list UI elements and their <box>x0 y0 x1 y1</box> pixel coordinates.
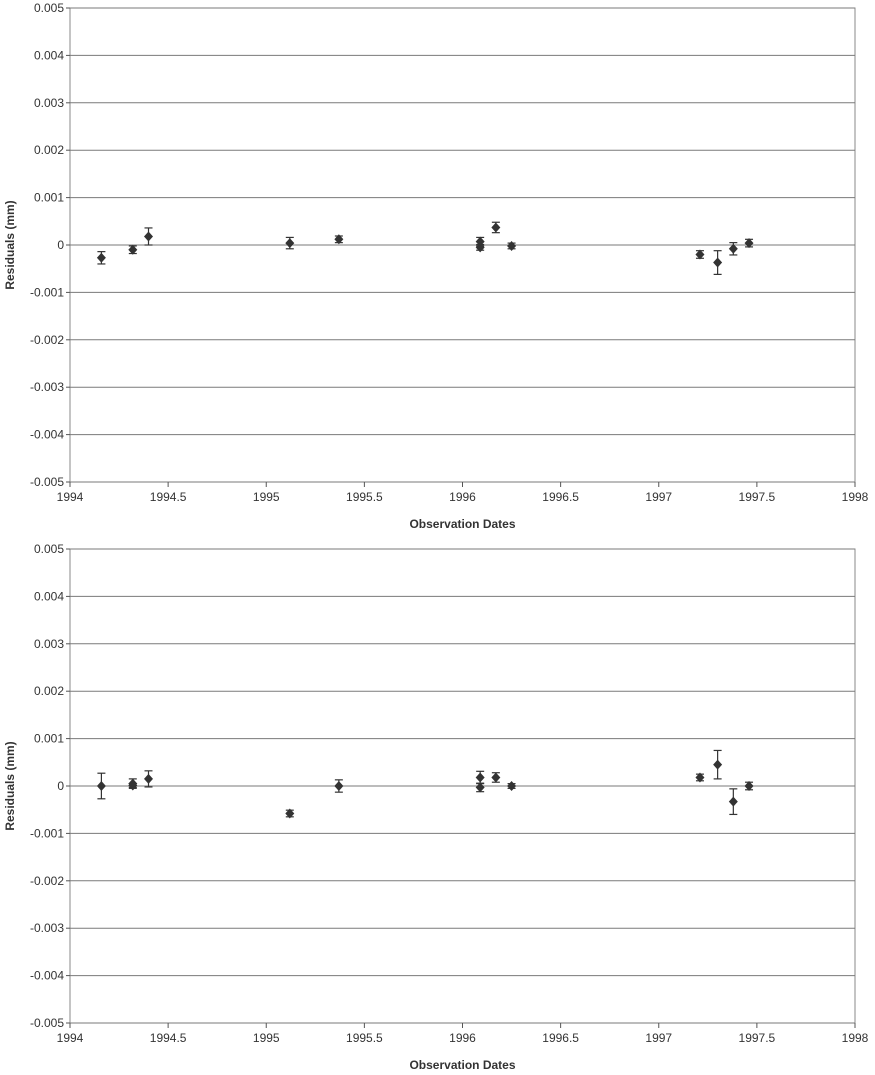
y-tick-label: 0.005 <box>34 542 64 556</box>
x-tick-label: 1994 <box>57 1031 84 1045</box>
y-tick-label: -0.001 <box>30 285 64 299</box>
data-point <box>507 240 517 251</box>
y-axis-title: Residuals (mm) <box>3 200 17 289</box>
data-point <box>728 796 738 807</box>
x-tick-label: 1996.5 <box>542 1031 579 1045</box>
y-tick-label: -0.003 <box>30 921 64 935</box>
data-point <box>475 772 485 783</box>
data-point <box>475 242 485 253</box>
data-point <box>144 231 153 242</box>
x-tick-label: 1996.5 <box>542 490 579 504</box>
data-point <box>285 808 295 819</box>
data-point <box>128 244 138 255</box>
y-tick-label: 0.001 <box>34 732 64 746</box>
data-point <box>475 782 485 793</box>
y-tick-label: -0.002 <box>30 333 64 347</box>
y-tick-label: 0.004 <box>34 589 64 603</box>
data-point <box>695 249 705 260</box>
data-point <box>334 234 344 245</box>
x-tick-label: 1995.5 <box>346 1031 383 1045</box>
x-tick-label: 1995 <box>253 490 280 504</box>
y-tick-label: -0.004 <box>30 428 64 442</box>
x-tick-label: 1994.5 <box>150 490 187 504</box>
data-point <box>144 773 153 784</box>
x-tick-label: 1996 <box>449 490 476 504</box>
x-tick-label: 1997.5 <box>739 490 776 504</box>
y-tick-label: -0.003 <box>30 380 64 394</box>
x-tick-label: 1998 <box>842 1031 869 1045</box>
y-axis-title: Residuals (mm) <box>3 741 17 830</box>
y-tick-label: 0.002 <box>34 143 64 157</box>
x-tick-label: 1994 <box>57 490 84 504</box>
data-point <box>96 781 106 791</box>
data-point <box>285 238 295 249</box>
data-point <box>744 238 754 249</box>
data-point <box>128 780 138 791</box>
data-point <box>713 759 723 770</box>
y-tick-label: 0 <box>57 779 64 793</box>
x-tick-label: 1998 <box>842 490 869 504</box>
y-tick-label: 0.003 <box>34 637 64 651</box>
y-tick-label: 0 <box>57 238 64 252</box>
data-point <box>744 781 754 791</box>
y-tick-label: 0.002 <box>34 684 64 698</box>
x-tick-label: 1995.5 <box>346 490 383 504</box>
x-tick-label: 1994.5 <box>150 1031 187 1045</box>
data-point <box>334 781 344 791</box>
data-point <box>713 257 723 268</box>
y-tick-label: -0.005 <box>30 475 64 489</box>
y-tick-label: 0.005 <box>34 1 64 15</box>
x-tick-label: 1996 <box>449 1031 476 1045</box>
data-point <box>491 222 501 233</box>
x-tick-label: 1995 <box>253 1031 280 1045</box>
y-tick-label: 0.004 <box>34 48 64 62</box>
chart-2: 0.005 0.004 0.003 0.002 0.001 0 -0.001 -0.002 -0… <box>3 542 869 1072</box>
y-tick-label: 0.001 <box>34 191 64 205</box>
y-tick-label: -0.005 <box>30 1016 64 1030</box>
data-point <box>507 781 517 791</box>
y-tick-label: 0.003 <box>34 96 64 110</box>
x-tick-label: 1997 <box>645 490 672 504</box>
data-point <box>96 252 106 263</box>
data-point <box>695 772 705 783</box>
x-tick-label: 1997.5 <box>739 1031 776 1045</box>
data-point <box>491 772 501 783</box>
y-tick-label: -0.001 <box>30 826 64 840</box>
x-axis-title: Observation Dates <box>409 517 515 531</box>
data-point <box>728 243 738 254</box>
x-tick-label: 1997 <box>645 1031 672 1045</box>
chart-1: 0.005 0.004 0.003 0.002 0.001 0 -0.001 -0.002 -0… <box>3 1 869 531</box>
x-axis-title: Observation Dates <box>409 1058 515 1072</box>
y-tick-label: -0.002 <box>30 874 64 888</box>
y-tick-label: -0.004 <box>30 969 64 983</box>
